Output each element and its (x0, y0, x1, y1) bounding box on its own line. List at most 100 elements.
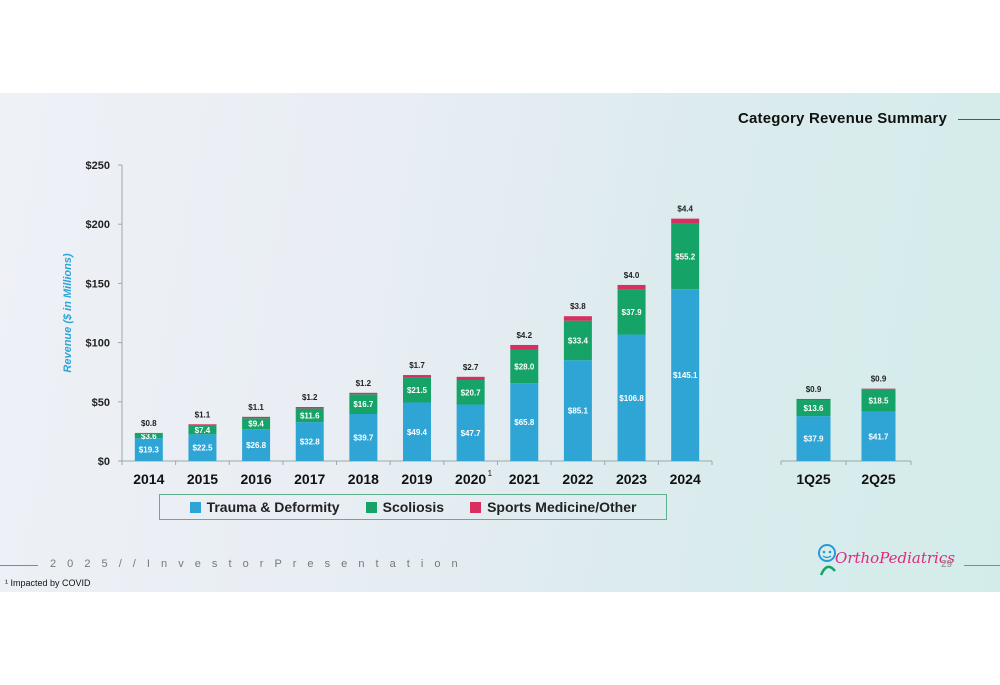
data-label: $1.1 (195, 410, 211, 419)
y-tick-label: $100 (86, 338, 110, 350)
bar-segment (242, 418, 271, 430)
bar-segment (861, 389, 896, 412)
bar-segment (242, 416, 271, 419)
data-label: $28.0 (514, 363, 535, 372)
bar-segment (242, 429, 271, 461)
bar-segment (861, 388, 896, 390)
company-logo: OrthoPediatrics (815, 541, 955, 581)
logo-main: rthoPediatrics (847, 549, 955, 567)
data-label: $0.9 (871, 375, 887, 384)
legend-label-scoliosis: Scoliosis (382, 499, 445, 515)
data-label: $9.4 (248, 420, 264, 429)
footer-rule-left (0, 565, 38, 566)
legend-swatch-scoliosis (365, 501, 377, 513)
data-label: $4.0 (624, 271, 640, 280)
data-label: $13.6 (803, 404, 824, 413)
x-category-label: 2018 (348, 471, 379, 487)
y-tick-label: $250 (86, 160, 110, 172)
x-category-label: 2Q25 (861, 471, 895, 487)
title-rule (958, 119, 1000, 120)
data-label: $26.8 (246, 441, 267, 450)
bar-segment (295, 407, 324, 409)
logo-wordmark: OrthoPediatrics (835, 549, 955, 567)
bar-segment (349, 392, 378, 395)
bar-segment (188, 434, 217, 461)
data-label: $85.1 (568, 407, 589, 416)
page-number: 29 (941, 559, 953, 570)
legend-swatch-trauma (189, 501, 201, 513)
chart-legend: Trauma & Deformity Scoliosis Sports Medi… (159, 494, 667, 520)
data-label: $3.8 (570, 302, 586, 311)
data-label: $49.4 (407, 428, 428, 437)
chart-title: Category Revenue Summary (737, 110, 947, 127)
bar-segment (617, 289, 646, 335)
bar-segment (349, 394, 378, 414)
logo-initial: O (835, 549, 848, 567)
legend-label-sports: Sports Medicine/Other (487, 499, 637, 515)
bar-segment (188, 424, 217, 426)
bar-segment (456, 404, 485, 461)
bar-segment (295, 408, 324, 423)
data-label: $4.4 (677, 205, 693, 214)
x-category-label: 2014 (133, 471, 164, 487)
data-label: $16.7 (353, 400, 374, 409)
data-label: $41.7 (868, 432, 889, 441)
bar-segment (671, 223, 700, 290)
legend-item-trauma: Trauma & Deformity (189, 499, 340, 515)
bar-segment (134, 432, 163, 434)
data-label: $21.5 (407, 386, 428, 395)
data-label: $18.5 (868, 397, 889, 406)
data-label: $37.9 (803, 435, 824, 444)
data-label: $0.9 (806, 385, 822, 394)
bar-segment (796, 398, 831, 401)
bar-segment (861, 411, 896, 461)
x-category-label: 2024 (670, 471, 701, 487)
x-category-label: 2022 (562, 471, 593, 487)
bar-segment (617, 284, 646, 290)
data-label: $22.5 (192, 444, 213, 453)
data-label: $106.8 (619, 394, 644, 403)
legend-item-scoliosis: Scoliosis (365, 499, 445, 515)
bar-segment (510, 344, 539, 350)
bar-segment (134, 438, 163, 461)
revenue-chart: $0 $50 $100 $150 $200 $250 Revenue ($ in Milli… (62, 160, 912, 487)
slide: Category Revenue Summary $0 $50 $100 $150 $2… (0, 93, 1000, 592)
data-label: $11.6 (300, 411, 320, 420)
data-label: $0.8 (141, 419, 157, 428)
data-label: $1.1 (248, 403, 264, 412)
data-label: $39.7 (353, 433, 374, 442)
bar-segment (510, 383, 539, 461)
footer-text: 2 0 2 5 / / I n v e s t o r P r e s e n … (50, 558, 462, 570)
data-label: $55.2 (675, 253, 696, 262)
bar-segment (563, 316, 592, 321)
data-label: $7.4 (195, 426, 211, 435)
data-label: $1.2 (302, 393, 318, 402)
y-tick-label: $150 (86, 278, 110, 290)
x-category-label: 2021 (509, 471, 540, 487)
bar-segment (134, 433, 163, 439)
logo-figure-icon (818, 544, 836, 576)
bar-segment (403, 377, 431, 403)
data-label: $3.6 (141, 432, 157, 441)
data-label: $4.2 (516, 331, 532, 340)
bar-segment (671, 289, 700, 461)
data-label: $2.7 (463, 363, 479, 372)
data-label: $145.1 (673, 371, 698, 380)
data-label: $47.7 (461, 429, 482, 438)
y-tick-label: $0 (98, 456, 110, 468)
bar-segment (456, 380, 485, 405)
data-label: $1.7 (409, 361, 425, 370)
x-category-label: 2015 (187, 471, 218, 487)
x-category-label: 2023 (616, 471, 647, 487)
bar-segment (563, 320, 592, 361)
x-category-label: 2016 (241, 471, 272, 487)
footer-rule-right (964, 565, 1000, 566)
bar-segment (563, 360, 592, 461)
data-label: $1.2 (356, 379, 372, 388)
bar-segment (188, 425, 217, 435)
bar-segment (456, 376, 485, 381)
bar-segment (617, 334, 646, 461)
data-label: $20.7 (461, 388, 482, 397)
x-category-label: 2017 (294, 471, 325, 487)
legend-label-trauma: Trauma & Deformity (206, 499, 340, 515)
